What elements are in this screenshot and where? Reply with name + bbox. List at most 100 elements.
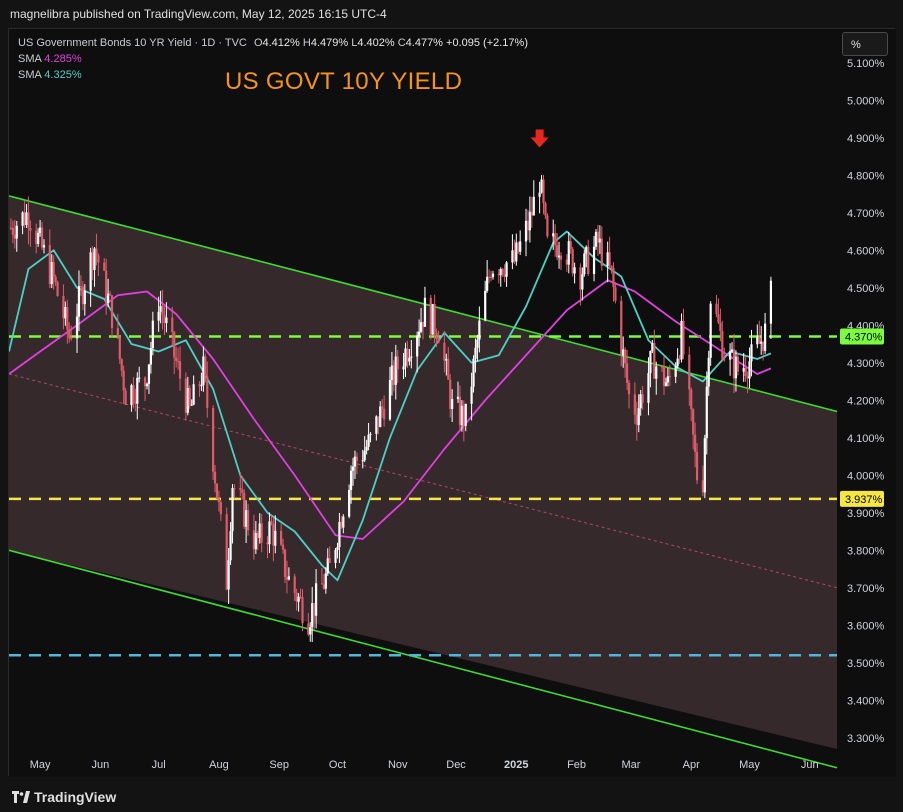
candle-body[interactable] [513, 250, 516, 262]
candle-body[interactable] [715, 303, 718, 315]
candle-body[interactable] [134, 401, 137, 404]
candle-body[interactable] [517, 242, 520, 252]
candle-body[interactable] [750, 344, 753, 362]
percent-scale-button[interactable]: % [842, 32, 888, 56]
candle-body[interactable] [77, 286, 81, 317]
candle-body[interactable] [524, 220, 528, 242]
candle-body[interactable] [132, 385, 135, 402]
candle-body[interactable] [484, 290, 487, 321]
time-axis[interactable] [9, 749, 896, 777]
candle-body[interactable] [649, 350, 652, 374]
candle-body[interactable] [732, 349, 736, 379]
candle-body[interactable] [103, 262, 106, 271]
candle-body[interactable] [324, 573, 327, 589]
candle-body[interactable] [225, 514, 228, 590]
candle-body[interactable] [11, 228, 14, 235]
candle-body[interactable] [404, 348, 407, 367]
candle-body[interactable] [215, 483, 219, 499]
candle-body[interactable] [674, 366, 677, 377]
candle-body[interactable] [676, 358, 679, 367]
candle-body[interactable] [515, 242, 518, 262]
candle-body[interactable] [200, 385, 203, 387]
candle-body[interactable] [219, 502, 222, 515]
candle-body[interactable] [241, 489, 244, 493]
candle-body[interactable] [625, 363, 629, 383]
candle-body[interactable] [532, 196, 535, 216]
candle-body[interactable] [647, 373, 650, 403]
candle-body[interactable] [573, 267, 576, 274]
candle-body[interactable] [64, 307, 67, 319]
tradingview-brand[interactable]: TradingView [34, 789, 117, 805]
candle-body[interactable] [270, 521, 273, 525]
candle-body[interactable] [742, 367, 745, 372]
candle-body[interactable] [569, 241, 572, 249]
candle-body[interactable] [381, 406, 384, 409]
candle-body[interactable] [746, 375, 749, 379]
candle-body[interactable] [709, 303, 712, 358]
candle-body[interactable] [736, 356, 739, 372]
candle-body[interactable] [23, 212, 26, 226]
candle-body[interactable] [416, 335, 419, 357]
candle-body[interactable] [664, 382, 668, 386]
candle-body[interactable] [25, 212, 28, 226]
candle-body[interactable] [703, 438, 706, 493]
candle-body[interactable] [678, 358, 681, 360]
candle-body[interactable] [287, 576, 290, 580]
candle-body[interactable] [762, 341, 765, 351]
candle-body[interactable] [596, 231, 600, 243]
candle-body[interactable] [528, 211, 532, 231]
candle-body[interactable] [204, 356, 207, 377]
candle-body[interactable] [13, 234, 16, 239]
candle-body[interactable] [299, 596, 302, 598]
candle-body[interactable] [641, 394, 644, 403]
candle-body[interactable] [97, 255, 100, 263]
candle-body[interactable] [682, 320, 685, 355]
candle-body[interactable] [280, 530, 283, 545]
candle-body[interactable] [178, 361, 182, 379]
candle-body[interactable] [118, 336, 121, 360]
candle-body[interactable] [274, 530, 277, 546]
candle-body[interactable] [9, 227, 13, 229]
price-axis[interactable] [837, 29, 896, 777]
candle-body[interactable] [429, 297, 432, 335]
chart-area[interactable]: 5.100% 5.000% 4.900% 4.800% 4.700% 4.600% 4.50… [8, 28, 896, 777]
candle-body[interactable] [556, 245, 559, 258]
candle-body[interactable] [301, 597, 304, 624]
candle-body[interactable] [322, 584, 325, 589]
candle-body[interactable] [388, 379, 392, 420]
candle-body[interactable] [435, 332, 438, 340]
candle-body[interactable] [487, 276, 491, 278]
candle-body[interactable] [476, 339, 479, 348]
candle-body[interactable] [186, 387, 189, 413]
candle-body[interactable] [243, 492, 246, 527]
candle-body[interactable] [367, 434, 370, 447]
candle-body[interactable] [281, 544, 285, 550]
candle-body[interactable] [342, 516, 345, 528]
candle-body[interactable] [328, 558, 331, 563]
level-price-tag[interactable] [840, 490, 884, 507]
candle-body[interactable] [612, 267, 615, 288]
candle-body[interactable] [35, 230, 38, 245]
candle-body[interactable] [719, 322, 722, 332]
candle-body[interactable] [268, 521, 271, 545]
candle-body[interactable] [637, 408, 640, 426]
candle-body[interactable] [544, 203, 547, 216]
candle-body[interactable] [89, 252, 92, 291]
candle-body[interactable] [748, 361, 751, 379]
candle-body[interactable] [260, 523, 263, 543]
candle-body[interactable] [231, 487, 234, 532]
candle-body[interactable] [705, 386, 708, 439]
candle-body[interactable] [690, 389, 693, 410]
candle-body[interactable] [56, 282, 59, 296]
candle-body[interactable] [171, 317, 174, 333]
candle-body[interactable] [622, 349, 625, 356]
candle-body[interactable] [668, 376, 671, 378]
tradingview-logo-icon[interactable] [12, 791, 30, 803]
candle-body[interactable] [449, 379, 452, 409]
candle-body[interactable] [307, 623, 310, 635]
candle-body[interactable] [311, 603, 314, 628]
candle-body[interactable] [363, 450, 366, 461]
candle-body[interactable] [110, 295, 114, 329]
candle-body[interactable] [79, 286, 83, 288]
candle-body[interactable] [353, 456, 357, 467]
